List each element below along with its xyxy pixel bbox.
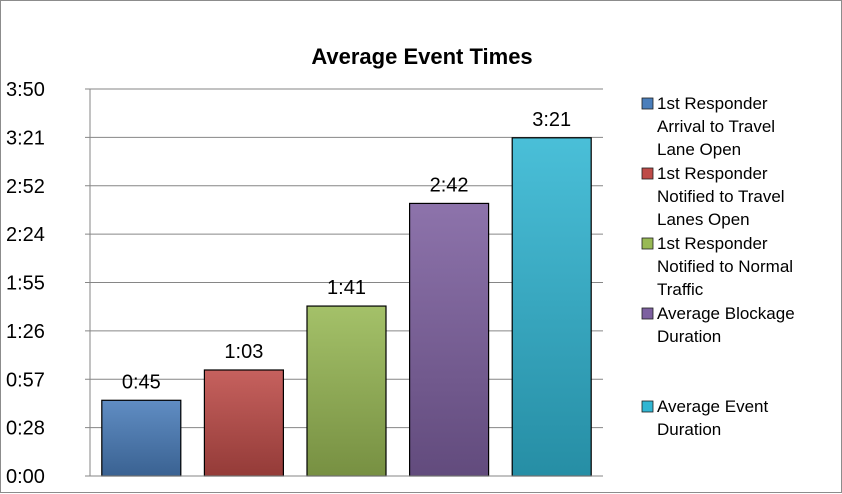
legend-swatch — [641, 97, 654, 110]
data-label: 2:42 — [430, 174, 469, 196]
legend-label: 1st Responder — [657, 164, 768, 183]
bar — [306, 305, 387, 477]
y-tick-label: 0:28 — [6, 418, 45, 440]
legend-entry: 1st Responder Notified to Travel Lanes Ope… — [641, 164, 785, 229]
data-label: 0:45 — [122, 371, 161, 393]
legend-label: Notified to Travel — [657, 187, 785, 206]
bar — [101, 399, 182, 477]
y-axis-ticks: 0:00 0:28 0:57 1:26 1:55 2:24 2:52 3:21 3:50 — [6, 79, 45, 488]
legend-label: Arrival to Travel — [657, 117, 775, 136]
data-labels: 0:45 1:03 1:41 2:42 3:21 — [122, 109, 571, 393]
legend-label: Traffic — [657, 280, 704, 299]
bar — [408, 202, 490, 477]
bars — [101, 137, 592, 477]
y-tick-label: 0:00 — [6, 466, 45, 488]
y-tick-label: 1:26 — [6, 321, 45, 343]
legend-entry: Average Event Duration — [641, 397, 768, 439]
legend-swatch — [641, 400, 654, 413]
legend-label: Average Event — [657, 397, 768, 416]
legend-swatch — [641, 237, 654, 250]
legend-label: 1st Responder — [657, 94, 768, 113]
y-tick-label: 3:50 — [6, 79, 45, 101]
y-tick-label: 2:24 — [6, 224, 45, 246]
bar — [203, 369, 285, 477]
legend-entry: 1st Responder Notified to Normal Traffic — [641, 234, 793, 299]
legend-entry: Average Blockage Duration — [641, 304, 795, 346]
data-label: 1:41 — [327, 277, 366, 299]
y-tick-label: 3:21 — [6, 127, 45, 149]
legend-swatch — [641, 307, 654, 320]
legend-label: Average Blockage — [657, 304, 795, 323]
data-label: 3:21 — [532, 109, 571, 131]
legend-label: Lanes Open — [657, 210, 750, 229]
legend-label: Duration — [657, 420, 721, 439]
y-tick-label: 2:52 — [6, 176, 45, 198]
legend-label: Notified to Normal — [657, 257, 793, 276]
y-tick-label: 0:57 — [6, 369, 45, 391]
y-tick-label: 1:55 — [6, 273, 45, 295]
legend-label: Duration — [657, 327, 721, 346]
data-label: 1:03 — [224, 341, 263, 363]
legend-label: Lane Open — [657, 140, 741, 159]
chart-title: Average Event Times — [311, 44, 532, 69]
legend-entry: 1st Responder Arrival to Travel Lane Open — [641, 94, 775, 159]
axes — [85, 88, 603, 477]
bar — [511, 137, 592, 477]
legend-label: 1st Responder — [657, 234, 768, 253]
legend-swatch — [641, 167, 654, 180]
